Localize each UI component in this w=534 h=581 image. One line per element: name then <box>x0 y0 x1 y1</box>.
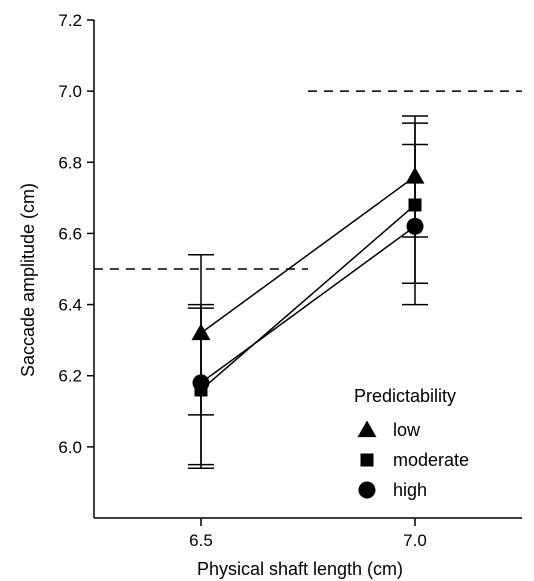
y-tick-label: 7.0 <box>58 82 82 101</box>
series-line-moderate <box>200 204 416 391</box>
legend: Predictability low moderate high <box>354 386 469 500</box>
series-moderate <box>188 122 428 466</box>
y-tick-label: 7.2 <box>58 11 82 30</box>
legend-marker-high <box>358 481 376 499</box>
legend-label-low: low <box>393 420 421 440</box>
series-line-low <box>200 175 416 334</box>
y-tick-label: 6.4 <box>58 296 82 315</box>
legend-label-high: high <box>393 480 427 500</box>
axes: 6.0 6.2 6.4 6.6 6.8 7.0 7.2 6.5 7.0 <box>58 11 522 550</box>
y-tick-label: 6.8 <box>58 153 82 172</box>
legend-title: Predictability <box>354 386 456 406</box>
series-layer <box>188 115 428 469</box>
legend-marker-moderate <box>360 453 374 467</box>
data-point-high <box>192 374 210 392</box>
x-axis-label: Physical shaft length (cm) <box>197 559 403 579</box>
legend-label-moderate: moderate <box>393 450 469 470</box>
x-tick-label: 6.5 <box>189 531 213 550</box>
y-tick-label: 6.2 <box>58 367 82 386</box>
legend-marker-low <box>357 420 377 438</box>
x-tick-label: 7.0 <box>403 531 427 550</box>
y-tick-label: 6.0 <box>58 438 82 457</box>
y-axis-label: Saccade amplitude (cm) <box>18 183 38 377</box>
series-high <box>188 143 428 469</box>
series-line-high <box>200 225 416 384</box>
data-point-high <box>406 217 424 235</box>
reference-lines <box>94 90 522 270</box>
y-tick-label: 6.6 <box>58 224 82 243</box>
